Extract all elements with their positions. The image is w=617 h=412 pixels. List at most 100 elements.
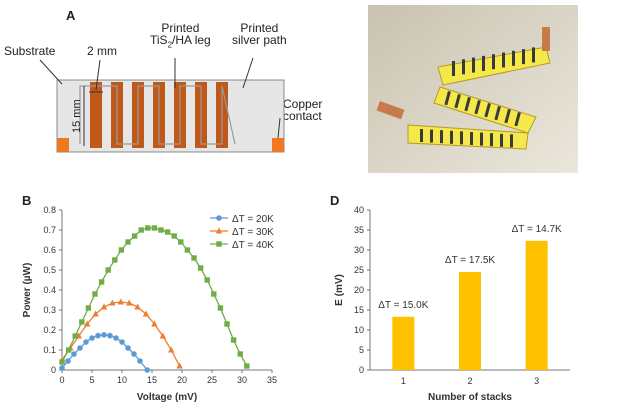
substrate-label: Substrate	[4, 44, 56, 58]
photo-leg-bottom	[500, 133, 503, 147]
data-point	[71, 351, 77, 357]
data-point	[217, 305, 224, 311]
data-point	[244, 363, 250, 369]
series-1: ΔT = 20K	[59, 214, 274, 373]
photo-leg-bottom	[420, 129, 423, 142]
x-tick-label: 35	[267, 375, 277, 385]
x-tick-label: 5	[89, 375, 94, 385]
data-point	[117, 298, 124, 305]
photo-leg-bottom	[510, 134, 513, 148]
data-point	[113, 335, 119, 341]
legend-marker	[216, 215, 222, 221]
photo-leg-bottom	[460, 131, 463, 145]
x-axis-title: Number of stacks	[428, 392, 512, 403]
path-label-line1: Printed	[240, 21, 279, 35]
data-point	[176, 362, 183, 369]
data-point	[197, 265, 204, 271]
device-schematic: 15 mm	[39, 57, 285, 153]
data-point	[159, 332, 166, 339]
x-tick-label: 10	[117, 375, 127, 385]
y-axis-title: E (mV)	[334, 274, 345, 306]
data-point	[98, 279, 105, 285]
device-photo	[368, 5, 578, 173]
y-tick-label: 0.4	[43, 285, 56, 295]
leg-label-subscript: 2	[167, 40, 173, 50]
path-label: Printed silver path	[232, 22, 287, 46]
y-tick-label: 0.3	[43, 305, 56, 315]
data-point	[105, 267, 111, 273]
x-tick-label: 20	[177, 375, 187, 385]
contact-label-line1: Copper	[283, 97, 323, 111]
photo-leg-top	[512, 50, 515, 66]
data-point	[89, 335, 95, 341]
y-tick-label: 0	[51, 365, 56, 375]
data-point	[158, 227, 164, 233]
bar-annotation: ΔT = 17.5K	[445, 255, 495, 266]
data-point	[237, 351, 243, 357]
photo-leg-middle	[454, 93, 461, 109]
silver-path	[79, 85, 236, 145]
photo-leg-top	[482, 55, 485, 71]
data-point	[85, 305, 92, 311]
photo-leg-middle	[494, 105, 501, 121]
data-point	[125, 345, 131, 351]
data-point	[83, 339, 89, 345]
photo-leg-bottom	[490, 133, 493, 147]
bar-annotation: ΔT = 15.0K	[378, 300, 428, 311]
photo-leg-middle	[484, 102, 491, 118]
data-point	[59, 365, 65, 371]
data-point	[131, 233, 138, 239]
leg-label-line1: Printed	[161, 21, 200, 35]
photo-leg-middle	[474, 100, 481, 115]
photo-leg-middle	[464, 97, 471, 112]
y-tick-label: 0.1	[43, 345, 56, 355]
data-point	[107, 332, 113, 339]
data-point	[59, 359, 65, 365]
device-strip-bottom	[407, 124, 529, 150]
data-point	[145, 225, 151, 231]
power-voltage-chart: 0 5 10 15 20 25 30 35 0 0.1 0.2 0.3 0.4 0.5 0.6 0.7 0.8 V…	[22, 205, 277, 403]
series-line	[61, 301, 181, 367]
y-tick-label: 0.2	[43, 325, 56, 335]
legend-label: ΔT = 30K	[232, 227, 274, 238]
legend-marker	[215, 227, 223, 234]
y-tick-label: 10	[354, 325, 364, 335]
y-tick-label: 0	[359, 365, 364, 375]
photo-leg-bottom	[450, 130, 453, 144]
data-point	[138, 227, 144, 233]
photo-leg-bottom	[440, 130, 443, 144]
panel-b-letter: B	[22, 193, 32, 208]
data-point	[230, 337, 237, 343]
photo-leg-middle	[444, 91, 451, 106]
bar-3	[525, 240, 548, 370]
x-tick-label: 15	[147, 375, 157, 385]
panel-a-letter: A	[66, 8, 76, 23]
series-line	[61, 227, 248, 367]
data-point	[84, 320, 91, 327]
photo-leg-middle	[514, 111, 521, 127]
x-tick-label: 1	[401, 376, 406, 386]
bar-1	[392, 316, 415, 370]
height-label: 15 mm	[71, 99, 83, 133]
photo-leg-top	[522, 49, 525, 65]
data-point	[100, 303, 108, 310]
data-point	[211, 291, 217, 297]
x-axis-title: Voltage (mV)	[137, 392, 197, 403]
y-tick-label: 30	[354, 245, 364, 255]
data-point	[171, 233, 177, 239]
copper-contact-left	[57, 138, 69, 152]
photo-copper-tab-top	[542, 27, 550, 51]
photo-leg-top	[452, 61, 455, 76]
leg-1	[90, 82, 102, 148]
contact-pointer	[277, 117, 281, 139]
x-tick-label: 3	[534, 376, 539, 386]
data-point	[178, 239, 184, 245]
photo-leg-bottom	[470, 132, 473, 145]
data-point	[79, 319, 85, 325]
contact-label: Copper contact	[283, 98, 322, 122]
photo-leg-bottom	[480, 132, 483, 146]
width-pointer	[95, 59, 101, 91]
photo-leg-top	[462, 59, 465, 75]
photo-leg-top	[492, 54, 495, 70]
data-point	[119, 339, 125, 345]
